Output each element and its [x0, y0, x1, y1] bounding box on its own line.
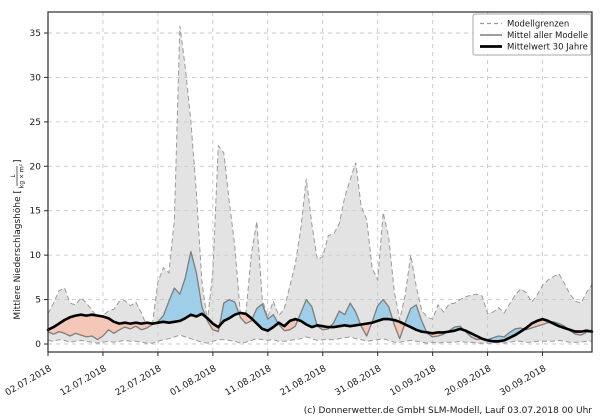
- below-normal-fill: [238, 312, 253, 324]
- legend-label: Mittelwert 30 Jahre: [507, 43, 588, 53]
- unit-numerator: L: [10, 174, 17, 178]
- below-normal-fill: [392, 319, 405, 339]
- model-upper-bound-line: [47, 25, 593, 327]
- y-tick-label: 30: [30, 73, 42, 83]
- unit-denominator: kg × m²: [19, 163, 26, 188]
- mean-30y-line: [46, 311, 594, 343]
- below-normal-fill: [278, 319, 298, 331]
- y-tick-label: 10: [30, 251, 42, 261]
- y-axis-label: Mittlere Niederschlagshöhe [ L kg × m²]: [10, 159, 26, 319]
- above-normal-fill: [297, 299, 317, 328]
- copyright-caption: (c) Donnerwetter.de GmbH SLM-Modell, Lau…: [304, 406, 593, 416]
- model-lower-bound-line: [47, 334, 592, 344]
- unit-bracket-close: ]: [13, 159, 23, 163]
- y-tick-label: 5: [35, 296, 41, 306]
- y-axis-label-text: Mittlere Niederschlagshöhe [: [13, 190, 23, 320]
- model-range-band: [48, 25, 592, 344]
- legend-label: Modellgrenzen: [507, 20, 569, 30]
- y-tick-label: 0: [35, 340, 41, 350]
- model-mean-line: [47, 250, 593, 341]
- plot-border: [47, 11, 593, 353]
- y-tick-label: 15: [30, 207, 41, 217]
- below-normal-fill: [360, 322, 372, 336]
- below-normal-fill: [524, 319, 551, 330]
- legend-label: Mittel aller Modelle: [507, 31, 588, 41]
- y-tick-label: 20: [30, 162, 42, 172]
- y-tick-label: 25: [30, 118, 41, 128]
- y-tick-label: 35: [30, 29, 41, 39]
- legend-box: [472, 13, 592, 56]
